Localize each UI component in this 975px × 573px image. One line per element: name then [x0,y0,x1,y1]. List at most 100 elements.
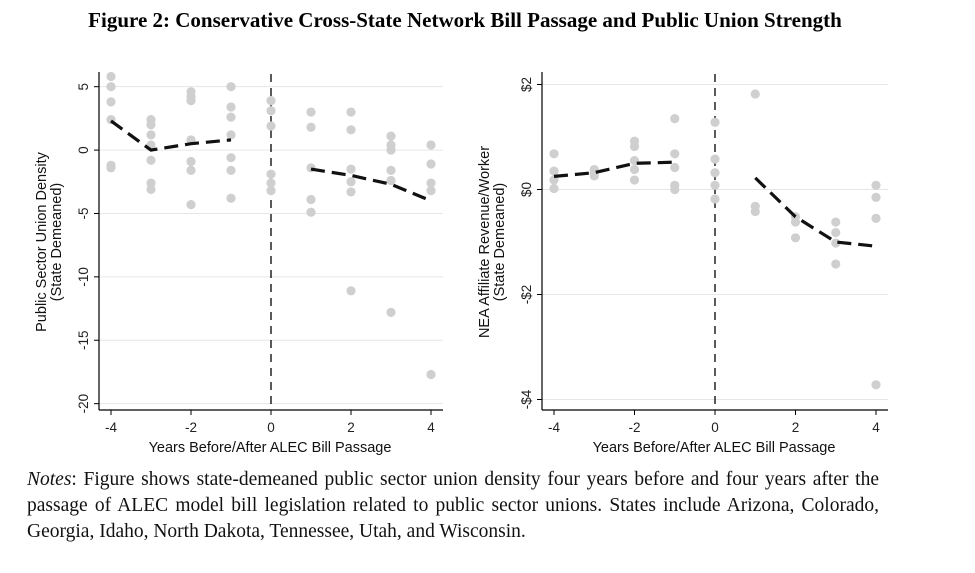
scatter-point-12 [670,114,680,124]
scatter-point-14 [670,162,680,173]
scatter-point-36 [306,194,316,205]
scatter-point-34 [871,213,881,223]
x-tick-label-1: -2 [185,420,197,435]
scatter-point-3 [549,183,559,194]
scatter-point-28 [266,106,276,116]
scatter-point-22 [750,89,760,99]
scatter-point-20 [226,82,236,92]
scatter-point-11 [146,178,156,188]
scatter-point-21 [710,194,720,204]
x-tick-label-2: 0 [267,420,275,435]
scatter-point-22 [226,112,236,122]
scatter-point-19 [186,199,196,210]
x-tick-label-0: -4 [548,420,560,435]
scatter-point-44 [386,131,396,141]
scatter-point-27 [790,233,801,243]
scatter-point-42 [346,187,356,197]
scatter-point-18 [710,154,720,164]
scatter-point-8 [146,130,156,140]
y-tick-label-5: -20 [76,394,91,414]
scatter-point-0 [106,71,116,82]
scatter-point-33 [871,192,881,202]
scatter-point-16 [670,184,680,195]
y-tick-label-3: -10 [76,267,91,287]
scatter-point-34 [306,122,316,132]
scatter-point-1 [106,82,116,92]
scatter-point-31 [266,178,276,188]
y-tick-label-2: -$2 [519,285,534,305]
scatter-point-24 [226,153,236,163]
y-axis-title-0: Public Sector Union Density [34,151,50,331]
y-tick-label-2: -5 [76,207,91,219]
y-tick-label-0: 5 [76,83,91,91]
notes-text: : Figure shows state-demeaned public sec… [27,469,879,542]
scatter-point-11 [629,175,640,185]
scatter-point-17 [186,156,196,167]
scatter-point-32 [266,186,276,196]
scatter-point-43 [346,286,356,296]
scatter-point-1 [549,166,559,176]
scatter-point-5 [106,163,116,173]
scatter-point-21 [226,102,236,112]
x-tick-label-3: 2 [792,420,800,435]
notes-label: Notes [27,469,72,490]
scatter-point-54 [426,369,436,380]
scatter-point-37 [306,207,316,217]
x-tick-label-2: 0 [711,420,719,435]
scatter-point-26 [226,193,236,203]
y-tick-label-4: -15 [76,331,91,351]
scatter-point-29 [831,227,841,238]
scatter-point-33 [306,107,316,117]
x-tick-label-4: 4 [872,420,880,435]
y-tick-label-0: $2 [519,77,534,92]
scatter-point-28 [831,217,841,227]
y-tick-label-3: -$4 [519,389,534,409]
scatter-point-17 [710,117,720,127]
figure-title: Figure 2: Conservative Cross-State Netwo… [88,8,842,32]
scatter-point-53 [426,186,436,196]
scatter-point-10 [629,164,640,175]
scatter-point-46 [386,145,396,155]
scatter-point-50 [426,140,436,150]
scatter-point-38 [346,107,356,117]
x-axis-title: Years Before/After ALEC Bill Passage [593,440,836,456]
x-axis-title: Years Before/After ALEC Bill Passage [149,440,392,456]
scatter-point-15 [186,96,196,106]
x-tick-label-1: -2 [628,420,640,435]
scatter-point-8 [629,141,640,152]
trend-line-pre [110,119,232,152]
scatter-point-49 [386,307,396,317]
figure-notes: Notes: Figure shows state-demeaned publi… [27,467,879,545]
scatter-point-39 [346,125,356,135]
scatter-point-0 [549,149,559,159]
scatter-point-27 [266,96,276,106]
x-tick-label-4: 4 [427,420,435,435]
scatter-point-40 [346,164,356,174]
scatter-point-41 [346,177,356,187]
x-tick-label-0: -4 [105,420,117,435]
scatter-point-19 [710,168,720,178]
y-tick-label-1: $0 [519,182,534,197]
scatter-point-47 [386,165,396,175]
y-axis-title-1: (State Demeaned) [49,183,65,301]
y-axis-title-0: NEA Affiliate Revenue/Worker [477,146,493,338]
scatter-point-18 [186,165,196,175]
scatter-point-52 [426,178,436,188]
scatter-point-10 [146,155,156,165]
scatter-point-29 [266,121,276,131]
y-axis-title-1: (State Demeaned) [492,183,508,301]
scatter-point-12 [146,184,156,194]
scatter-point-31 [831,259,841,269]
scatter-point-13 [670,149,680,159]
scatter-point-20 [710,180,720,190]
scatter-point-35 [871,380,881,390]
scatter-point-32 [871,180,881,190]
y-tick-label-1: 0 [76,146,91,154]
scatter-point-26 [790,217,801,227]
trend-line-post [754,176,877,248]
scatter-point-24 [750,206,760,217]
scatter-point-51 [426,159,436,169]
x-tick-label-3: 2 [347,420,355,435]
